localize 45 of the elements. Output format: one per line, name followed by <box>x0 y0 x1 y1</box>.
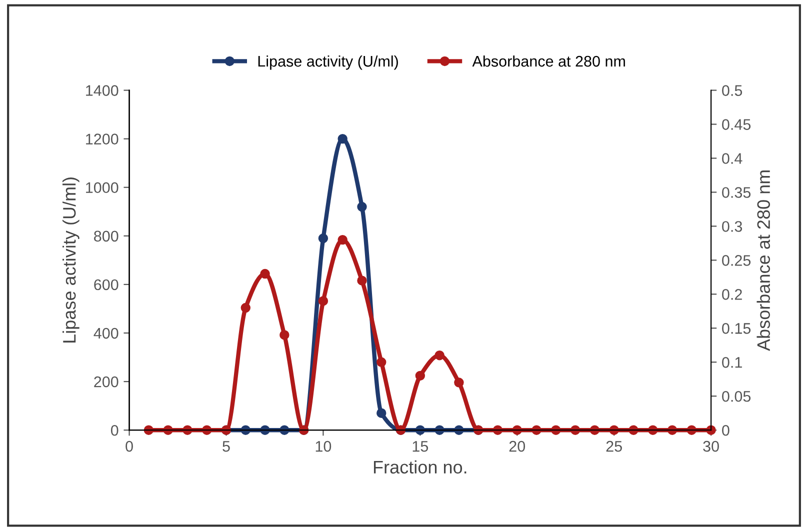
y-tick-label: 1200 <box>86 134 118 145</box>
point <box>240 302 250 313</box>
y-tick-label: 800 <box>94 230 118 242</box>
y2-tick-label: 0.35 <box>722 187 751 198</box>
x-tick-label: 25 <box>606 440 622 452</box>
legend-label: Absorbance at 280 nm <box>472 55 625 67</box>
y-tick-label: 1400 <box>86 85 118 96</box>
y2-tick-label: 0 <box>722 424 730 436</box>
point <box>280 330 290 340</box>
y2-axis-title: Absorbance at 280 nm <box>756 170 770 351</box>
x-tick-label: 15 <box>412 441 428 452</box>
point <box>260 268 270 279</box>
point <box>338 234 348 245</box>
x-tick-label: 0 <box>126 440 133 452</box>
y2-tick-label: 0.5 <box>722 85 742 96</box>
y-tick-label: 0 <box>110 424 118 436</box>
y-tick-label: 400 <box>94 328 118 339</box>
point <box>357 276 367 286</box>
y-tick-label: 600 <box>94 279 118 290</box>
y-tick-label: 200 <box>94 376 118 388</box>
x-tick-label: 20 <box>509 440 526 452</box>
x-tick-label: 10 <box>316 440 332 452</box>
y2-tick-label: 0.2 <box>722 289 742 300</box>
point <box>318 233 328 244</box>
y2-tick-label: 0.15 <box>722 323 751 334</box>
point <box>318 296 328 306</box>
point <box>376 408 386 418</box>
y2-tick-label: 0.4 <box>722 153 742 164</box>
point <box>357 202 367 212</box>
x-axis-title: Fraction no. <box>374 460 466 474</box>
y-tick-label: 1000 <box>86 182 118 194</box>
legend-label: Lipase activity (U/ml) <box>258 55 398 70</box>
y2-tick-label: 0.05 <box>722 390 751 402</box>
y2-tick-label: 0.45 <box>722 119 751 130</box>
x-tick-label: 30 <box>703 440 719 452</box>
point <box>434 350 444 360</box>
x-tick-label: 5 <box>222 441 230 452</box>
point <box>454 378 464 388</box>
point <box>415 370 426 381</box>
y2-tick-label: 0.1 <box>722 357 742 368</box>
y2-tick-label: 0.25 <box>722 255 751 266</box>
y-axis-title: Lipase activity (U/ml) <box>62 178 80 342</box>
y2-tick-label: 0.3 <box>722 221 742 232</box>
point <box>338 134 348 144</box>
point <box>376 357 386 368</box>
